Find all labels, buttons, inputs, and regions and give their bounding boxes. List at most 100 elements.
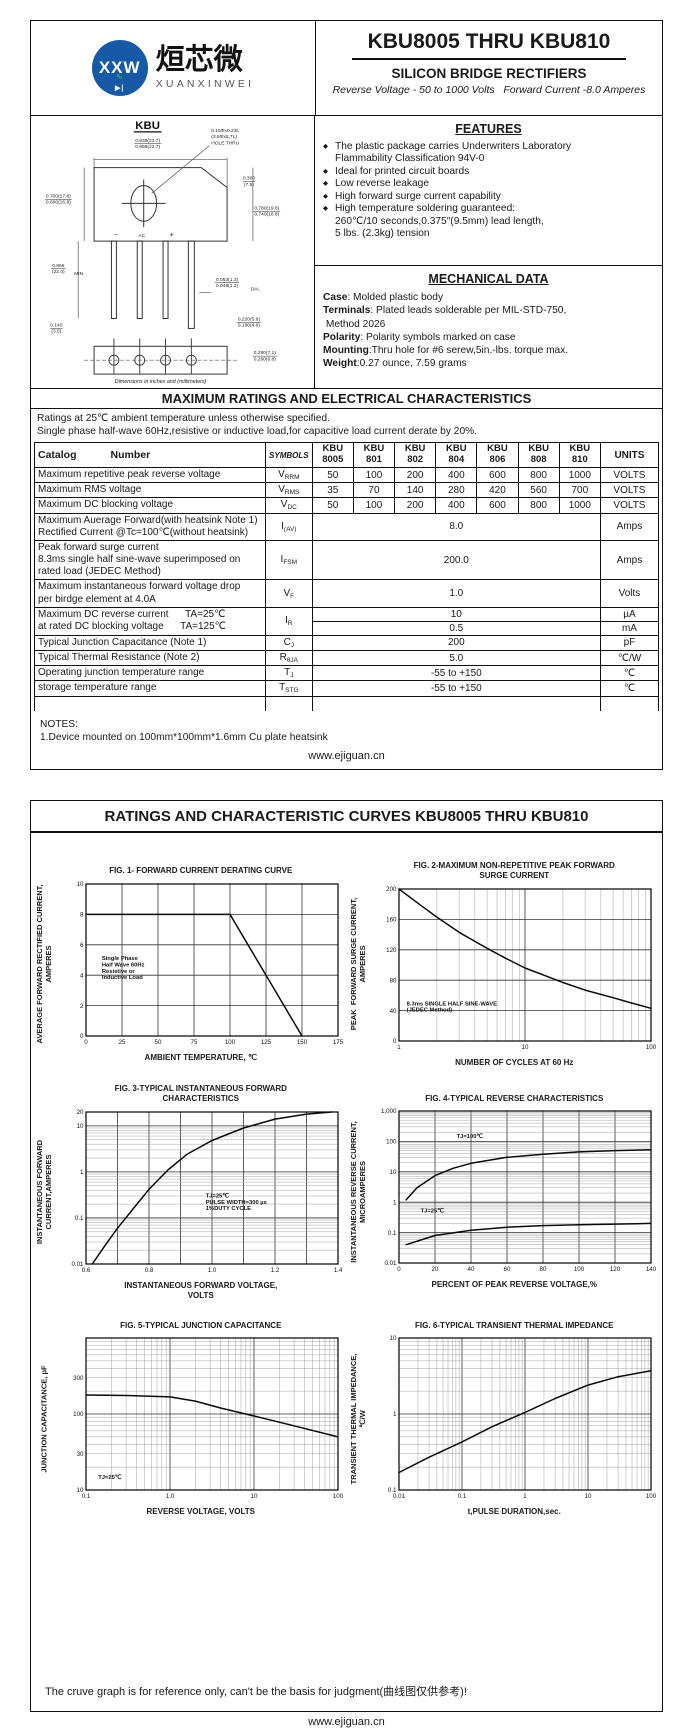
dim-lead_len: 0.866 [52,263,64,269]
notes-heading: NOTES: [40,718,78,730]
fig4-annotation: TJ=25℃ [421,1208,445,1215]
fig4-xtick: 0 [398,1266,402,1273]
fig2: PEAK FORWARD SURGE CURRENT, AMPERES FIG. … [347,861,661,1068]
fig2-ytick: 0 [393,1038,397,1045]
fig4-xtick: 20 [432,1266,439,1273]
dim-pitch: 0.220(5.6) [238,316,261,322]
content-columns: KBU Dimensions in inches and (millimeter… [31,116,662,388]
fig5-ytick: 30 [76,1451,83,1458]
feature-text: Ideal for printed circuit boards [335,165,470,177]
doc-subtitle: SILICON BRIDGE RECTIFIERS [391,66,587,81]
fig2-xtick: 10 [522,1044,529,1051]
page-1: XXW ∿ ▶| 烜芯微 XUANXINWEI KBU8005 THRU KBU… [30,20,663,770]
mechanical-line: Polarity: Polarity symbols marked on cas… [323,331,516,343]
fig5-ytick: 300 [73,1375,84,1382]
logo: XXW ∿ ▶| 烜芯微 XUANXINWEI [31,21,315,115]
fig1-xtick: 25 [118,1039,125,1046]
fig3-plot: 0.6 0.8 1.0 1.2 1.4 20 10 1 0.1 0.01 TJ=25℃ PULSE W… [71,1109,342,1274]
fig3-ytick: 0.01 [71,1261,84,1268]
fig4-xtick: 40 [468,1266,475,1273]
fig2-ytick: 80 [390,977,397,984]
fig1-annotation: Single Phase Half Wave 60Hz Resistive or In… [102,956,145,981]
mechanical-line: Weight:0.27 ounce, 7.59 grams [323,358,467,370]
fig1-ytick: 10 [76,881,83,888]
col-header-part: KBU 802 [394,442,437,468]
dim-bottom_off: 0.140 [50,322,62,328]
dim-corner: (7.5) [244,182,254,188]
feature-text: High forward surge current capability [335,190,501,202]
fig6-xtick: 0.01 [393,1493,406,1500]
fig3-ytick: 0.1 [75,1215,84,1222]
fig6-curve [398,1370,652,1474]
mechanical-heading: MECHANICAL DATA [428,272,549,286]
fig1-xtick: 50 [154,1039,161,1046]
logo-text: 烜芯微 XUANXINWEI [155,44,255,91]
fig3-ytick: 20 [76,1109,83,1116]
fig3-xlabel: INSTANTANEOUS FORWARD VOLTAGE, VOLTS [124,1280,278,1300]
fig1-plot: 0 25 50 75 100 125 150 175 0 2 4 6 8 10 Single Phase Ha… [76,881,344,1046]
table-row: Operating junction temperature range TJ -5… [34,665,660,682]
fig4-ytick: 0.1 [388,1230,397,1237]
page2-footer-url: www.ejiguan.cn [308,1716,385,1728]
header: XXW ∿ ▶| 烜芯微 XUANXINWEI KBU8005 THRU KBU… [31,21,662,116]
ratings-conditions: Ratings at 25℃ ambient temperature unles… [31,409,662,442]
fig6-xtick: 1 [524,1493,528,1500]
ratings-condition-1: Ratings at 25℃ ambient temperature unles… [37,413,330,424]
bullet-icon: ◆ [323,205,328,213]
fig4-curve [405,1149,652,1201]
page-2: RATINGS AND CHARACTERISTIC CURVES KBU800… [30,800,663,1712]
fig3: INSTANTANEOUS FORWARD CURRENT,AMPERES FIG… [33,1084,347,1301]
dim-hole: 0.15Φx0.23L [211,128,239,134]
fig2-ytick: 160 [386,916,397,923]
fig6-ytick: 0.1 [388,1487,397,1494]
dimension-lines [77,145,254,319]
fig1-xtick: 0 [84,1039,88,1046]
table-row: Maximum DC reverse current TA=25℃ at rat… [34,606,660,636]
mechanical-list: Case: Molded plastic body Terminals: Plat… [323,291,654,371]
fig5-title: FIG. 5-TYPICAL JUNCTION CAPACITANCE [120,1320,282,1330]
fig2-xtick: 100 [646,1044,657,1051]
fig6-xlabel: t,PULSE DURATION,sec. [467,1507,561,1517]
col-header-units: UNITS [599,442,660,468]
feature-item: ◆ High forward surge current capability [323,191,654,203]
fig5-xtick: 10 [250,1493,257,1500]
curves-heading: RATINGS AND CHARACTERISTIC CURVES KBU800… [31,801,662,833]
table-row: Typical Thermal Resistance (Note 2) RθJA 5… [34,649,660,667]
fig6-title: FIG. 6-TYPICAL TRANSIENT THERMAL IMPEDAN… [415,1320,614,1330]
col-header-part: KBU 808 [517,442,560,468]
fig2-xtick: 1 [398,1044,402,1051]
fig1-xtick: 175 [333,1039,344,1046]
feature-text: The plastic package carries Underwriters… [335,141,572,165]
col-header-part: KBU 801 [352,442,396,468]
fig4-annotation: TJ=100℃ [457,1133,484,1140]
fig5-annotation: TJ=25℃ [98,1474,122,1481]
logo-mark-icon: XXW ∿ ▶| [91,40,148,96]
table-row: Maximum Auerage Forward(with heatsink No… [34,512,660,541]
fig2-xlabel: NUMBER OF CYCLES AT 60 Hz [455,1057,574,1067]
fig2-ylabel: PEAK FORWARD SURGE CURRENT, AMPERES [348,898,367,1031]
dim-suffix-lead_len: MIN. [74,271,84,277]
fig4-ylabel: INSTANTANEOUS REVERSE CURRENT, MICROAMPE… [348,1121,367,1263]
dim-hole: (3.8Φx5.7L) [211,134,237,140]
fig1-ytick: 6 [80,942,84,949]
fig5-xtick: 0.1 [81,1493,90,1500]
logo-chinese-name: 烜芯微 [155,44,243,76]
notes-section: NOTES: 1.Device mounted on 100mm*100mm*1… [31,711,662,753]
dim-left_h: 0.600(16.8) [46,200,71,206]
fig5-ytick: 10 [76,1487,83,1494]
dim-suffix-lead_dia: DIA. [251,287,260,293]
package-caption: Dimensions in inches and (millimeters) [115,379,207,385]
fig3-xtick: 1.0 [207,1267,216,1274]
mechanical-line: Method 2026 [323,318,386,330]
dim-corner: 0.300 [243,176,255,182]
fig2-ytick: 40 [390,1008,397,1015]
ratings-table-head: Catalog Number SYMBOLS KBU 8005 KBU 801 KBU 802 K… [34,442,660,468]
fig6-xtick: 0.1 [458,1493,467,1500]
fig3-ytick: 10 [76,1123,83,1130]
fig5-xtick: 100 [333,1493,344,1500]
fig4-ytick: 10 [390,1169,397,1176]
fig1-xtick: 75 [190,1039,197,1046]
polarity-marking: + [169,232,173,239]
dim-pitch: 0.180(4.6) [238,323,261,329]
